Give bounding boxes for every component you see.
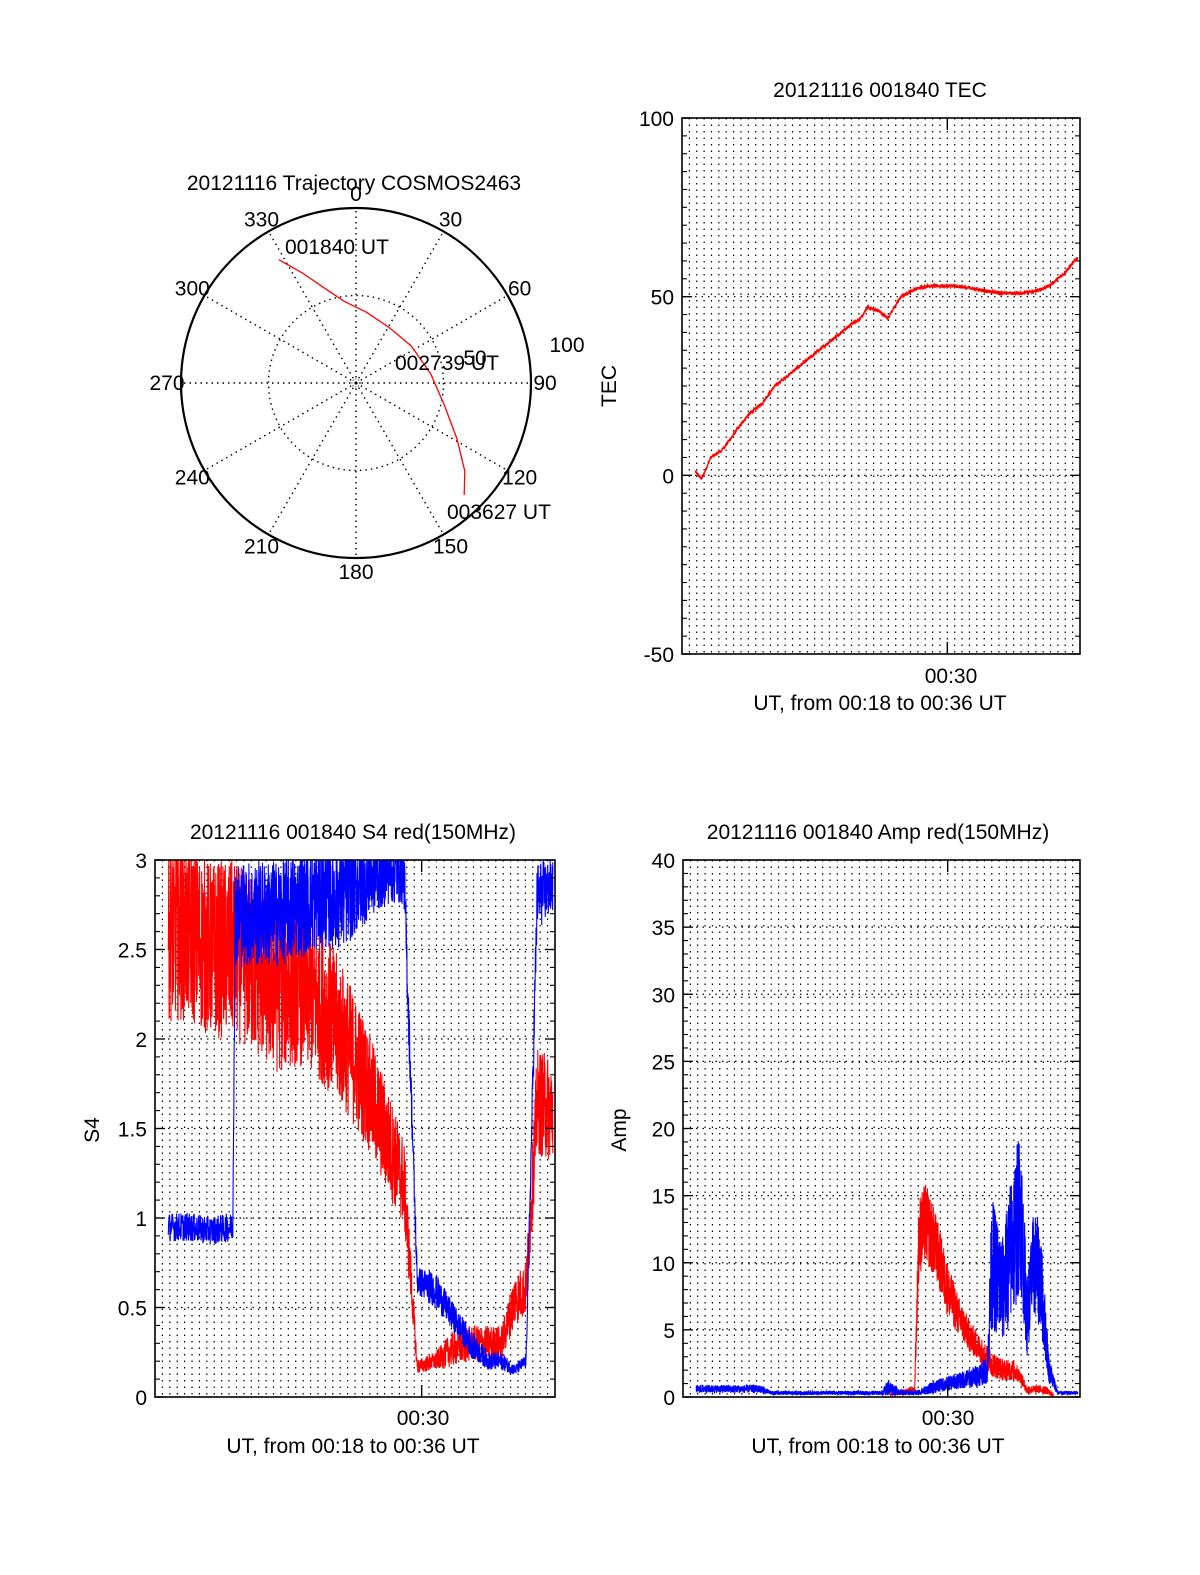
polar-title: 20121116 Trajectory COSMOS2463 bbox=[187, 172, 521, 195]
annotation-end-time: 003627 UT bbox=[447, 501, 551, 524]
azimuth-tick-label: 300 bbox=[175, 278, 210, 301]
y-tick-label: 25 bbox=[652, 1051, 675, 1074]
y-tick-label: 1 bbox=[135, 1208, 147, 1231]
tec-title: 20121116 001840 TEC bbox=[773, 79, 987, 102]
y-tick-label: 3 bbox=[135, 850, 147, 873]
tec-frame bbox=[681, 117, 1081, 655]
y-tick-label: -50 bbox=[644, 644, 674, 667]
polar-series bbox=[278, 259, 466, 496]
tec-plot: 20121116 001840 TEC -50 0 50 100 00:30 UT, … bbox=[598, 79, 1081, 715]
series-red-line bbox=[167, 859, 554, 1374]
y-tick-label: 10 bbox=[652, 1253, 675, 1276]
y-tick-label: 15 bbox=[652, 1186, 675, 1209]
s4-series bbox=[167, 858, 554, 1375]
azimuth-tick-label: 60 bbox=[508, 278, 531, 301]
polar-center-marker bbox=[351, 378, 361, 388]
amp-y-tick-labels: 0 5 10 15 20 25 30 35 40 bbox=[652, 850, 675, 1410]
y-tick-label: 0 bbox=[663, 1387, 675, 1410]
trajectory-line bbox=[278, 259, 466, 496]
amp-title: 20121116 001840 Amp red(150MHz) bbox=[707, 821, 1049, 844]
series-TEC-line bbox=[694, 257, 1079, 481]
y-tick-label: 0 bbox=[662, 465, 674, 488]
annotation-start-time: 001840 UT bbox=[285, 236, 389, 259]
y-tick-label: 0 bbox=[135, 1387, 147, 1410]
polar-outer-circle bbox=[179, 206, 533, 560]
amp-frame bbox=[682, 859, 1081, 1398]
amp-grid bbox=[683, 860, 1080, 1397]
radial-tick-50: 50 bbox=[463, 347, 486, 370]
amp-x-tick-label: 00:30 bbox=[922, 1407, 975, 1430]
y-tick-label: 30 bbox=[652, 984, 675, 1007]
s4-x-axis-label: UT, from 00:18 to 00:36 UT bbox=[226, 1435, 479, 1458]
azimuth-tick-label: 150 bbox=[433, 536, 468, 559]
tec-series bbox=[694, 257, 1079, 481]
amp-plot: 20121116 001840 Amp red(150MHz) 0 5 10 15 20… bbox=[608, 821, 1081, 1458]
azimuth-tick-label: 270 bbox=[149, 372, 184, 395]
tec-y-tick-labels: -50 0 50 100 bbox=[639, 108, 674, 667]
series-red-line bbox=[889, 1184, 1054, 1398]
amp-series bbox=[695, 1141, 1079, 1398]
azimuth-tick-label: 330 bbox=[244, 208, 279, 231]
polar-trajectory-plot: 20121116 Trajectory COSMOS2463 0 30 60 90 12… bbox=[149, 172, 584, 584]
azimuth-tick-label: 180 bbox=[338, 561, 373, 584]
y-tick-label: 5 bbox=[663, 1320, 675, 1343]
s4-y-axis-label: S4 bbox=[81, 1117, 104, 1143]
y-tick-label: 2.5 bbox=[118, 940, 147, 963]
azimuth-tick-label: 210 bbox=[244, 536, 279, 559]
tec-x-axis-label: UT, from 00:18 to 00:36 UT bbox=[753, 692, 1006, 715]
tec-y-axis-label: TEC bbox=[598, 365, 621, 407]
polar-grid-circle-50 bbox=[267, 294, 445, 472]
s4-title: 20121116 001840 S4 red(150MHz) bbox=[190, 821, 516, 844]
s4-plot: 20121116 001840 S4 red(150MHz) 0 0.5 1 1.5 2… bbox=[81, 821, 556, 1458]
annotation-mid-time: 002739 UT bbox=[395, 352, 499, 375]
polar-grid bbox=[181, 208, 531, 558]
y-tick-label: 35 bbox=[652, 917, 675, 940]
azimuth-tick-label: 90 bbox=[533, 372, 556, 395]
radial-tick-100: 100 bbox=[549, 334, 584, 357]
polar-azimuth-ticks: 0 30 60 90 120 150 180 210 240 270 300 330 bbox=[149, 183, 556, 584]
azimuth-tick-label: 30 bbox=[439, 208, 462, 231]
amp-x-axis-label: UT, from 00:18 to 00:36 UT bbox=[751, 1435, 1004, 1458]
y-tick-label: 50 bbox=[651, 287, 674, 310]
y-tick-label: 2 bbox=[135, 1029, 147, 1052]
polar-spoke bbox=[355, 382, 445, 535]
series-blue-line bbox=[695, 1141, 1079, 1397]
s4-x-tick-label: 00:30 bbox=[397, 1407, 450, 1430]
azimuth-tick-label: 120 bbox=[502, 467, 537, 490]
tec-x-tick-label: 00:30 bbox=[925, 665, 978, 688]
amp-y-axis-label: Amp bbox=[608, 1108, 631, 1151]
azimuth-tick-label: 240 bbox=[175, 467, 210, 490]
y-tick-label: 40 bbox=[652, 850, 675, 873]
polar-spoke bbox=[355, 382, 508, 472]
polar-spoke bbox=[204, 382, 357, 472]
s4-frame bbox=[154, 859, 556, 1398]
y-tick-label: 100 bbox=[639, 108, 674, 131]
tec-grid bbox=[682, 118, 1080, 654]
y-tick-label: 0.5 bbox=[118, 1298, 147, 1321]
s4-y-tick-labels: 0 0.5 1 1.5 2 2.5 3 bbox=[118, 850, 147, 1410]
azimuth-tick-label: 0 bbox=[350, 183, 362, 206]
y-tick-label: 1.5 bbox=[118, 1119, 147, 1142]
y-tick-label: 20 bbox=[652, 1119, 675, 1142]
polar-spoke bbox=[267, 382, 357, 535]
series-blue-line bbox=[167, 858, 554, 1375]
